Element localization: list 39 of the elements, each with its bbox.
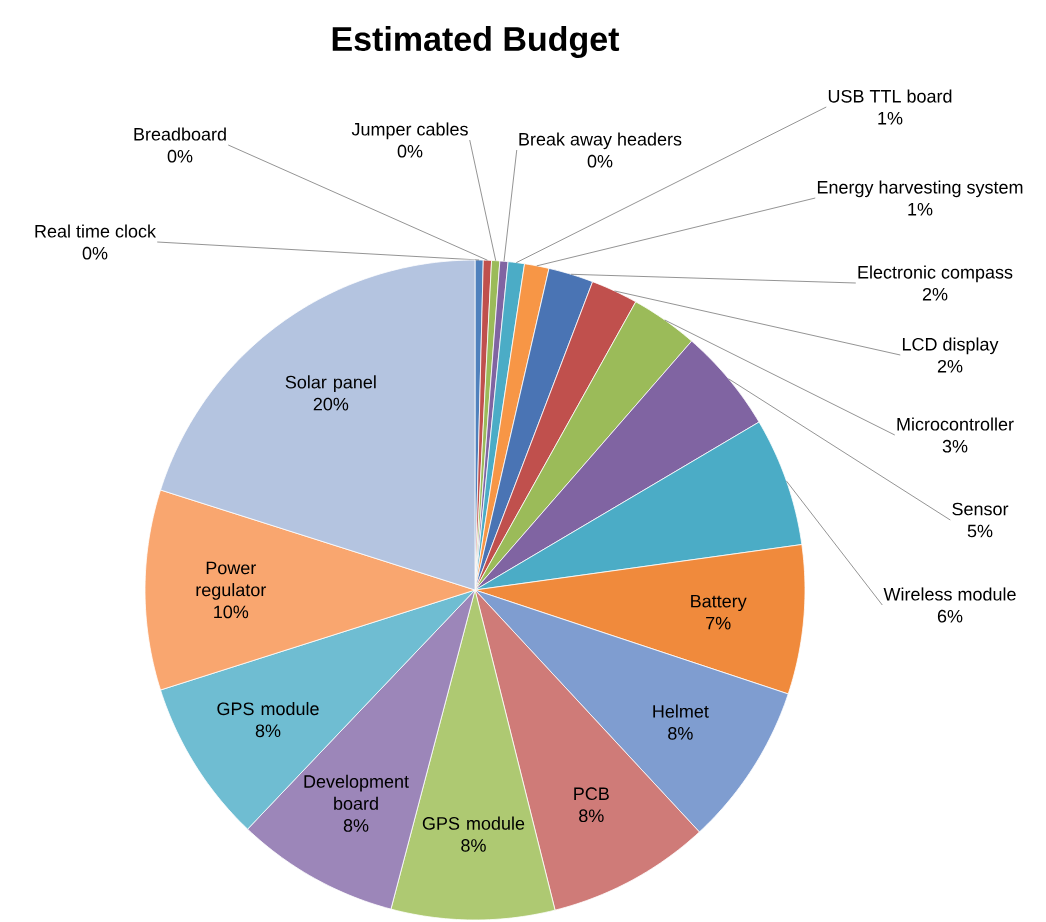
data-label: 0% bbox=[82, 246, 108, 260]
data-label: 8% bbox=[668, 727, 693, 740]
data-label: 5% bbox=[967, 524, 993, 538]
data-label: 2% bbox=[937, 359, 963, 373]
data-label: 2% bbox=[922, 287, 948, 301]
slice-label: Battery bbox=[691, 594, 747, 612]
slice-label: Real time clock bbox=[35, 224, 157, 238]
data-label: 3% bbox=[942, 439, 968, 453]
data-label: 8% bbox=[461, 839, 486, 852]
slice-label: PCB bbox=[574, 787, 609, 801]
data-label: 0% bbox=[167, 149, 193, 163]
data-label: 10% bbox=[214, 605, 249, 619]
slice-label: Development board bbox=[304, 774, 409, 810]
data-label: 8% bbox=[255, 724, 281, 738]
data-label: 1% bbox=[878, 111, 903, 125]
data-label: 6% bbox=[937, 609, 963, 623]
data-label: 7% bbox=[706, 616, 731, 630]
slice-label: Wireless module bbox=[883, 587, 1016, 601]
slice-label: Power regulator bbox=[196, 561, 267, 600]
data-label: 8% bbox=[579, 809, 604, 823]
data-label: 0% bbox=[397, 144, 423, 158]
chart-title: Estimated Budget bbox=[332, 26, 620, 58]
slice-label: Solar panel bbox=[285, 375, 376, 393]
slice-label: Microcontroller bbox=[897, 417, 1014, 431]
slice-label: Break away headers bbox=[519, 132, 682, 150]
slice-label: LCD display bbox=[902, 337, 999, 355]
slice-label: Helmet bbox=[653, 704, 709, 718]
data-label: 8% bbox=[343, 819, 369, 832]
slice-label: GPS module bbox=[217, 701, 319, 716]
slice-label: USB TTL board bbox=[828, 89, 952, 103]
data-label: 1% bbox=[908, 202, 933, 216]
slice-label: Electronic compass bbox=[858, 265, 1013, 283]
slice-label: Breadboard bbox=[134, 127, 226, 141]
slice-label: Energy harvesting system bbox=[817, 180, 1023, 198]
data-label: 0% bbox=[587, 154, 613, 168]
slice-label: GPS module bbox=[422, 816, 525, 830]
slice-label: Sensor bbox=[952, 502, 1009, 516]
data-label: 20% bbox=[313, 397, 349, 411]
slice-label: Jumper cables bbox=[351, 122, 468, 140]
